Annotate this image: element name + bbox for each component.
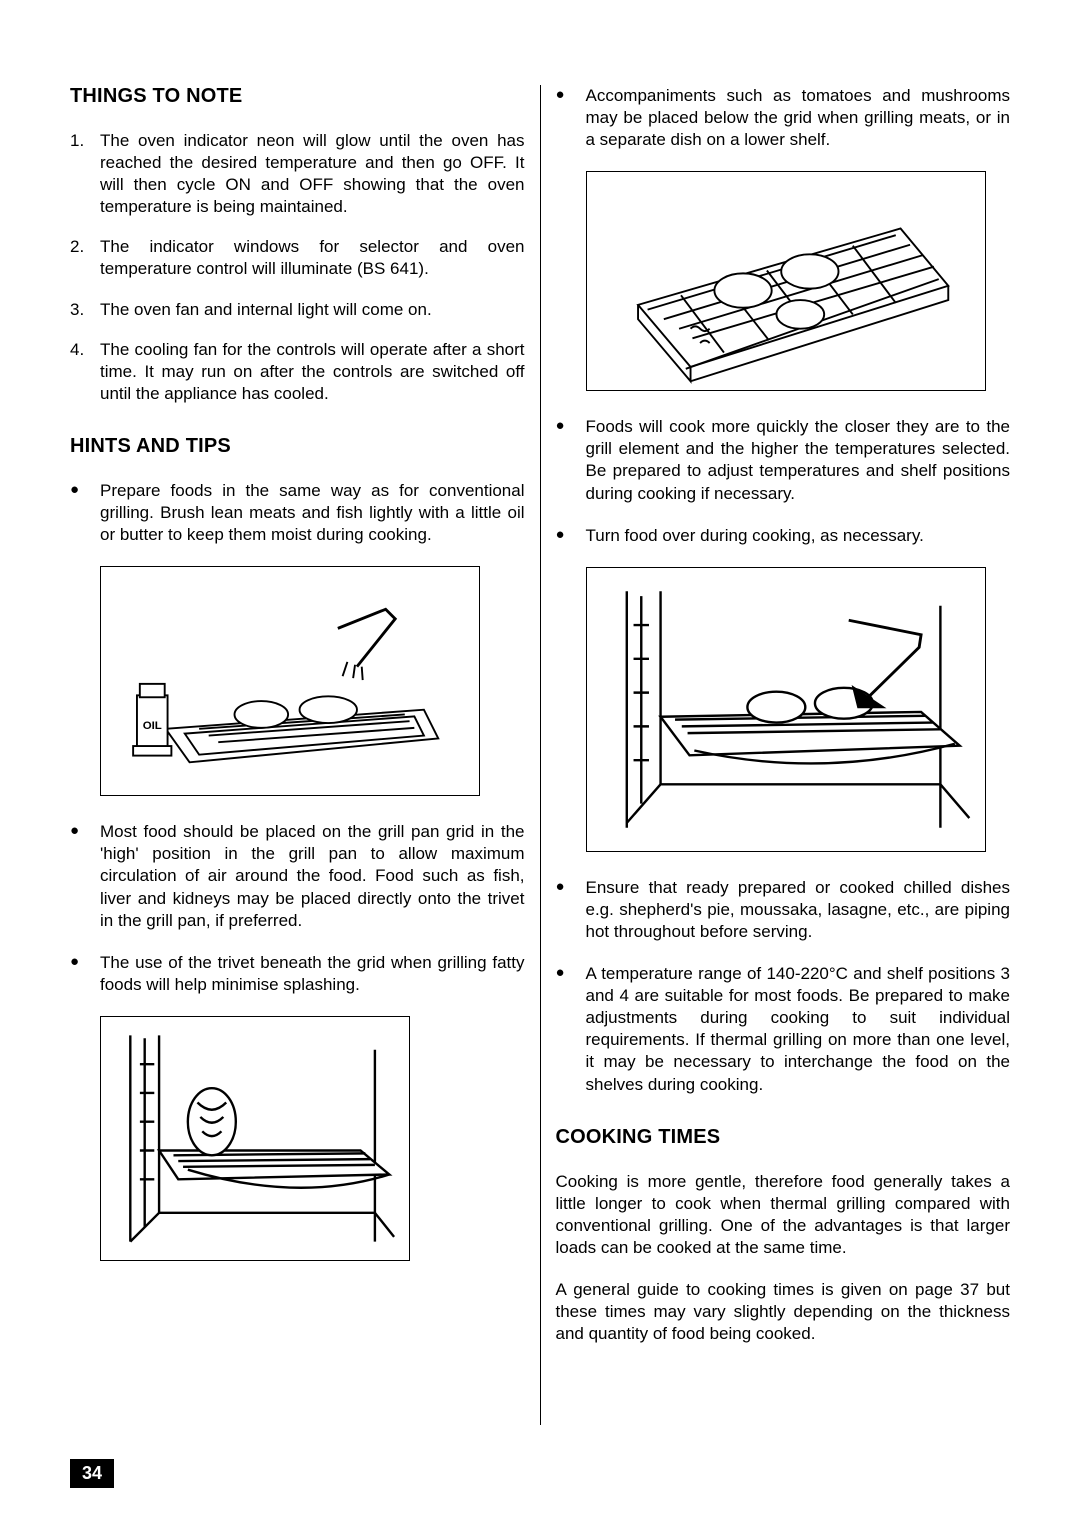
figure-oven-shelf bbox=[100, 1016, 410, 1261]
hints-list-left-2: Most food should be placed on the grill … bbox=[70, 821, 525, 996]
hints-list-right-1: Accompaniments such as tomatoes and mush… bbox=[556, 85, 1011, 151]
note-item: The indicator windows for selector and o… bbox=[70, 236, 525, 280]
note-item: The oven fan and internal light will com… bbox=[70, 299, 525, 321]
hint-item: Ensure that ready prepared or cooked chi… bbox=[556, 877, 1011, 943]
hint-item: The use of the trivet beneath the grid w… bbox=[70, 952, 525, 996]
figure-brushing-oil: OIL bbox=[100, 566, 480, 796]
page-number: 34 bbox=[70, 1459, 114, 1488]
hints-list-right-2: Foods will cook more quickly the closer … bbox=[556, 416, 1011, 546]
hint-item: Prepare foods in the same way as for con… bbox=[70, 480, 525, 546]
hint-item: Most food should be placed on the grill … bbox=[70, 821, 525, 931]
cooking-paragraph: Cooking is more gentle, therefore food g… bbox=[556, 1171, 1011, 1259]
left-column: THINGS TO NOTE The oven indicator neon w… bbox=[70, 85, 540, 1425]
figure-grill-grid-top bbox=[586, 171, 986, 391]
hint-item: A temperature range of 140-220°C and she… bbox=[556, 963, 1011, 1096]
oven-interior-icon bbox=[105, 1021, 405, 1256]
heading-things-to-note: THINGS TO NOTE bbox=[70, 85, 525, 108]
grill-rack-food-icon bbox=[591, 176, 981, 386]
hint-item: Foods will cook more quickly the closer … bbox=[556, 416, 1011, 504]
heading-hints-and-tips: HINTS AND TIPS bbox=[70, 435, 525, 458]
two-column-layout: THINGS TO NOTE The oven indicator neon w… bbox=[70, 85, 1010, 1425]
note-item: The cooling fan for the controls will op… bbox=[70, 339, 525, 405]
heading-cooking-times: COOKING TIMES bbox=[556, 1126, 1011, 1149]
hint-item: Turn food over during cooking, as necess… bbox=[556, 525, 1011, 547]
grill-pan-oil-icon: OIL bbox=[105, 571, 475, 791]
svg-text:OIL: OIL bbox=[143, 720, 162, 732]
oven-turning-food-icon bbox=[591, 572, 981, 847]
note-item: The oven indicator neon will glow until … bbox=[70, 130, 525, 218]
hint-item: Accompaniments such as tomatoes and mush… bbox=[556, 85, 1011, 151]
right-column: Accompaniments such as tomatoes and mush… bbox=[541, 85, 1011, 1425]
cooking-paragraph: A general guide to cooking times is give… bbox=[556, 1279, 1011, 1345]
things-to-note-list: The oven indicator neon will glow until … bbox=[70, 130, 525, 405]
hints-list-left: Prepare foods in the same way as for con… bbox=[70, 480, 525, 546]
hints-list-right-3: Ensure that ready prepared or cooked chi… bbox=[556, 877, 1011, 1096]
figure-turning-food bbox=[586, 567, 986, 852]
